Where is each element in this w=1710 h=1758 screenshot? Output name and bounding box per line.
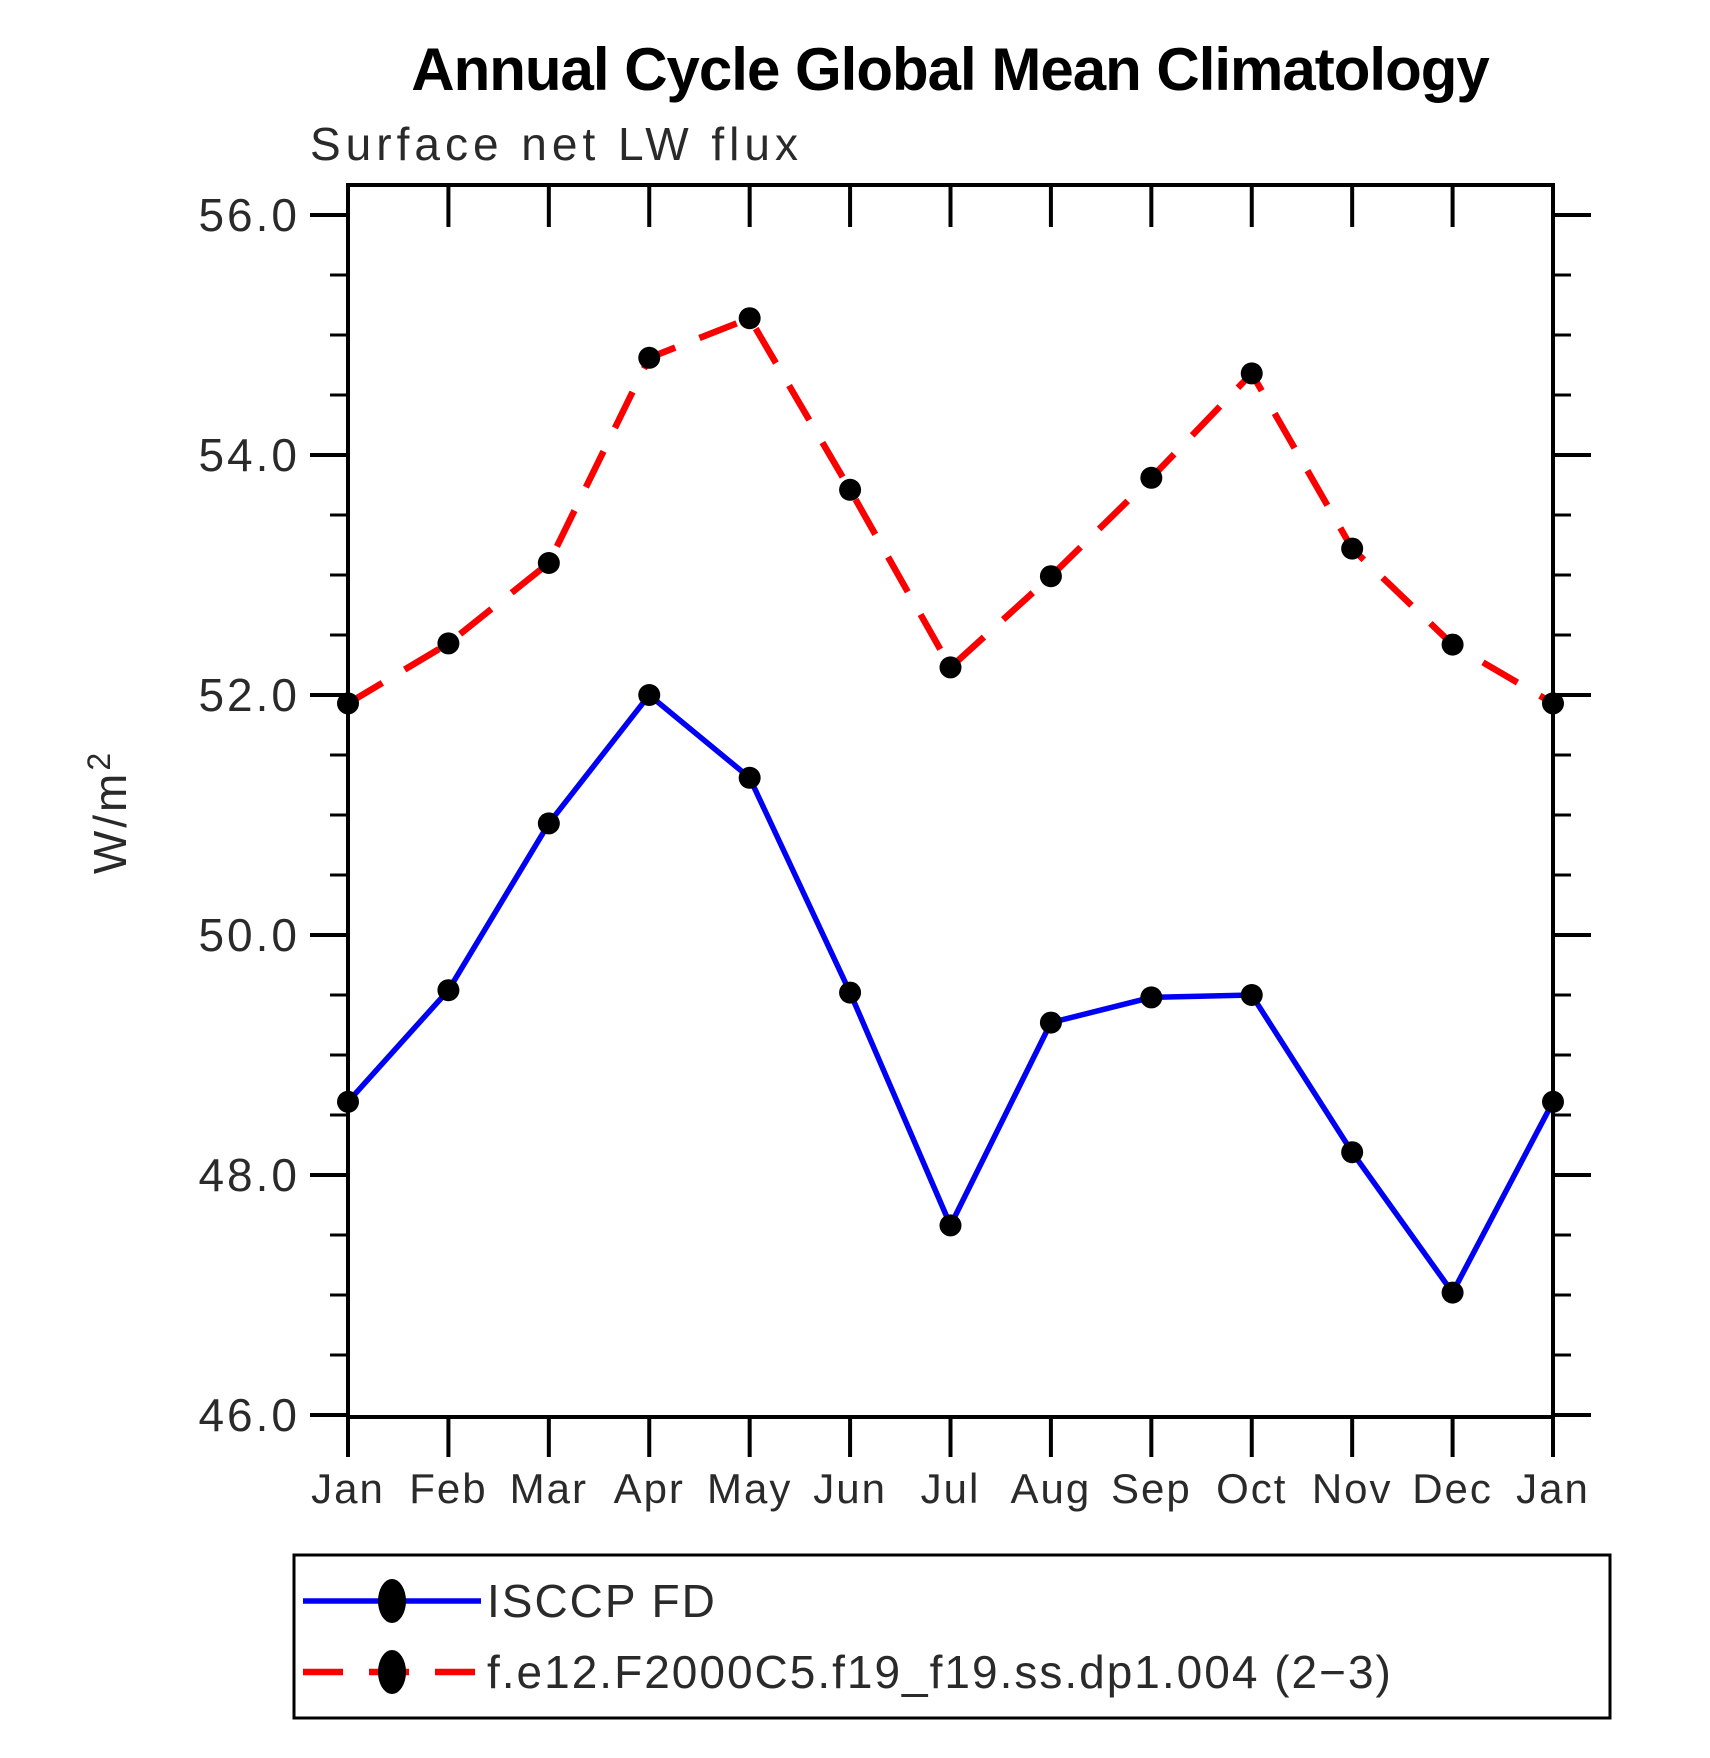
legend-label-isccp: ISCCP FD xyxy=(487,1575,717,1627)
data-point-marker xyxy=(537,812,560,835)
y-tick-label: 52.0 xyxy=(198,669,300,721)
data-point-marker xyxy=(1542,1090,1564,1113)
data-point-marker xyxy=(738,307,761,330)
data-point-marker xyxy=(839,478,862,501)
data-point-marker xyxy=(1341,1141,1364,1164)
x-tick-label: May xyxy=(707,1465,792,1512)
series-line-isccp xyxy=(345,691,1556,1298)
x-tick-label: Jan xyxy=(1516,1465,1590,1512)
legend: ISCCP FD f.e12.F2000C5.f19_f19.ss.dp1.00… xyxy=(292,1553,1612,1720)
y-axis-title-base: W/m xyxy=(84,771,136,875)
x-tick-label: Dec xyxy=(1412,1465,1493,1512)
legend-label-model: f.e12.F2000C5.f19_f19.ss.dp1.004 (2−3) xyxy=(487,1646,1393,1698)
x-tick-label: Feb xyxy=(409,1465,487,1512)
data-point-marker xyxy=(1341,537,1364,560)
data-point-marker xyxy=(437,979,460,1002)
series-line-model xyxy=(346,314,1555,707)
data-point-marker xyxy=(1039,565,1062,588)
chart-subtitle: Surface net LW flux xyxy=(310,118,803,170)
data-point-marker xyxy=(337,692,359,715)
y-tick-label: 50.0 xyxy=(198,909,300,961)
legend-marker-isccp xyxy=(378,1579,406,1623)
legend-box xyxy=(292,1553,1612,1720)
data-point-marker xyxy=(1140,986,1163,1009)
x-tick-label: Jul xyxy=(921,1465,981,1512)
data-point-marker xyxy=(638,346,661,369)
x-tick-label: Mar xyxy=(510,1465,588,1512)
legend-marker-model xyxy=(378,1650,406,1694)
x-tick-label: Apr xyxy=(614,1465,685,1512)
x-tick-label: Jan xyxy=(311,1465,385,1512)
x-tick-label: Sep xyxy=(1111,1465,1192,1512)
data-point-marker xyxy=(638,684,661,706)
chart-title: Annual Cycle Global Mean Climatology xyxy=(411,36,1490,103)
x-tick-label: Aug xyxy=(1011,1465,1092,1512)
data-point-marker xyxy=(1039,1011,1062,1034)
data-point-marker xyxy=(939,656,962,679)
y-tick-label: 46.0 xyxy=(198,1389,300,1441)
data-point-marker xyxy=(1441,633,1464,656)
data-point-marker xyxy=(738,766,761,789)
data-point-marker xyxy=(1441,1281,1464,1304)
x-tick-label: Nov xyxy=(1312,1465,1393,1512)
data-point-marker xyxy=(437,632,460,655)
data-point-marker xyxy=(1240,984,1263,1006)
y-tick-label: 48.0 xyxy=(198,1149,300,1201)
data-point-marker xyxy=(1240,362,1263,385)
data-point-marker xyxy=(1542,692,1564,715)
data-point-marker xyxy=(839,981,862,1004)
y-axis-title-exponent: 2 xyxy=(81,750,117,771)
data-point-marker xyxy=(939,1214,962,1237)
y-tick-label: 56.0 xyxy=(198,189,300,241)
data-point-marker xyxy=(537,552,560,574)
y-tick-label: 54.0 xyxy=(198,429,300,481)
x-tick-label: Jun xyxy=(813,1465,887,1512)
x-tick-label: Oct xyxy=(1216,1465,1287,1512)
y-axis-title: W/m2 xyxy=(81,750,136,874)
data-point-marker xyxy=(1140,466,1163,489)
data-point-marker xyxy=(337,1090,359,1113)
